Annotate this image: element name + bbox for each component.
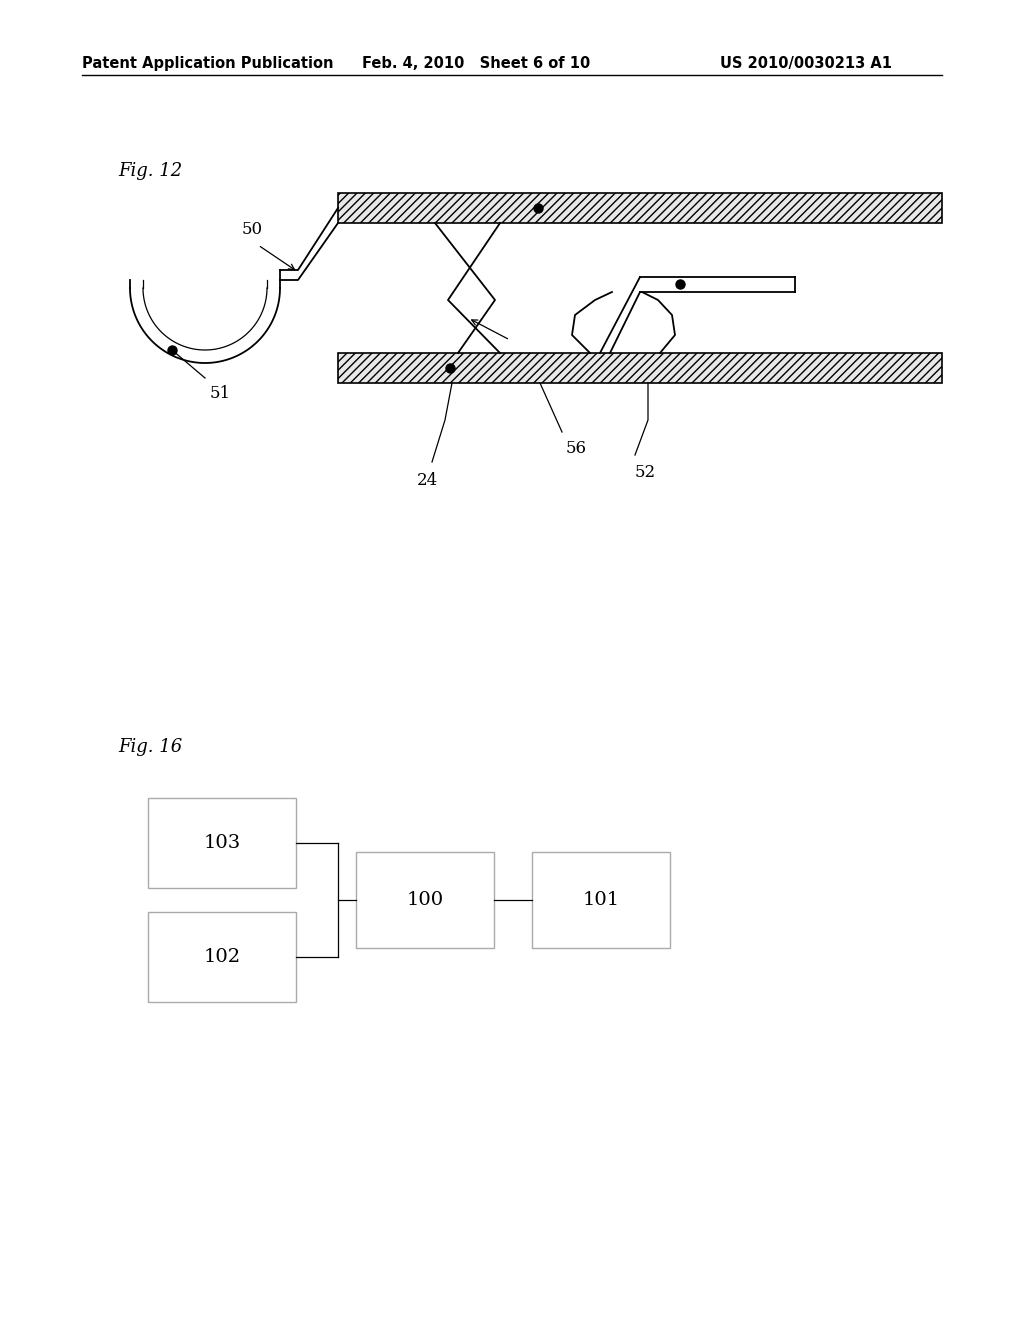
Bar xyxy=(338,352,942,383)
Text: 101: 101 xyxy=(583,891,620,909)
Bar xyxy=(148,799,296,888)
Text: 52: 52 xyxy=(635,465,656,480)
Text: 103: 103 xyxy=(204,834,241,851)
Text: 51: 51 xyxy=(210,385,231,403)
Text: 56: 56 xyxy=(566,440,587,457)
Text: Fig. 16: Fig. 16 xyxy=(118,738,182,756)
Bar xyxy=(338,352,942,383)
Text: 102: 102 xyxy=(204,948,241,966)
Text: Patent Application Publication: Patent Application Publication xyxy=(82,55,334,71)
Text: 100: 100 xyxy=(407,891,443,909)
Bar xyxy=(338,193,942,223)
Text: 50: 50 xyxy=(242,220,262,238)
Bar xyxy=(338,193,942,223)
Text: Feb. 4, 2010   Sheet 6 of 10: Feb. 4, 2010 Sheet 6 of 10 xyxy=(362,55,590,71)
Text: US 2010/0030213 A1: US 2010/0030213 A1 xyxy=(720,55,892,71)
Bar xyxy=(532,851,670,948)
Text: Fig. 12: Fig. 12 xyxy=(118,162,182,180)
Bar xyxy=(356,851,494,948)
Bar xyxy=(148,912,296,1002)
Text: 24: 24 xyxy=(417,473,437,488)
